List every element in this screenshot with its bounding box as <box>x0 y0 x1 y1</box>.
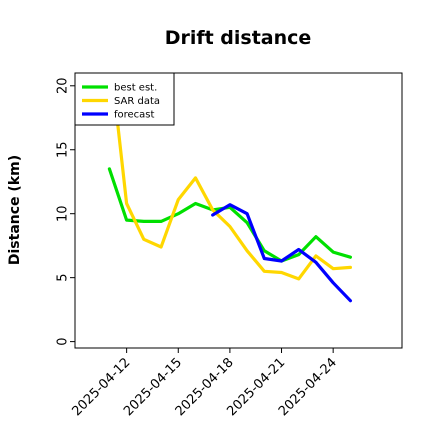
series-line-best-est <box>107 167 352 263</box>
y-axis: 0 5 10 15 20 <box>56 78 75 346</box>
series-line-forecast <box>211 203 352 303</box>
y-tick-label: 20 <box>56 78 71 95</box>
y-tick-label: 15 <box>56 141 71 158</box>
legend-label: best est. <box>114 83 157 94</box>
plot-area <box>74 72 403 349</box>
chart-title: Drift distance <box>165 27 312 49</box>
legend-label: SAR data <box>114 96 160 107</box>
y-tick-label: 5 <box>56 274 71 282</box>
legend-label: forecast <box>114 110 155 121</box>
y-axis-label: Distance (km) <box>7 155 23 265</box>
legend: best est. SAR data forecast <box>74 72 175 126</box>
y-tick-label: 0 <box>56 337 71 345</box>
x-axis: 2025-04-122025-04-152025-04-182025-04-21… <box>69 348 340 419</box>
series-layer <box>107 109 352 303</box>
series-line-sar-data <box>114 109 352 281</box>
y-tick-label: 10 <box>56 205 71 222</box>
